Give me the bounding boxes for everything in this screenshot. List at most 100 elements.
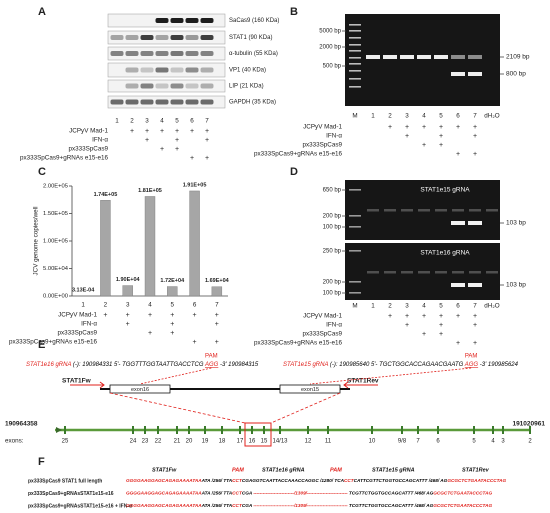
bar (167, 286, 178, 297)
ladder-label: 500 bp (323, 64, 342, 70)
ladder-band (349, 24, 361, 26)
blot-band (125, 83, 139, 89)
gel-band (366, 55, 380, 59)
blot-label: α-tubulin (55 KDa) (229, 51, 278, 57)
condition-sign: + (439, 313, 443, 320)
x-tick-label: 6 (193, 302, 197, 309)
condition-sign: + (405, 133, 409, 140)
y-tick-label: 5.00E+04 (43, 266, 69, 272)
exon-number: 2 (528, 439, 532, 445)
sequence-part: TCGTTCTGGTGCCAGCATTT /468/ AG (349, 491, 434, 496)
lane-label: 5 (175, 118, 179, 125)
band-label: 103 bp (506, 220, 526, 227)
ladder-label: 200 bp (323, 280, 342, 286)
blot-band (170, 83, 184, 89)
ladder-band (349, 50, 361, 52)
condition-sign: + (145, 128, 149, 135)
blot-band (140, 67, 154, 73)
pam-label: PAM (465, 354, 478, 360)
ladder-band (349, 86, 361, 88)
condition-label: px333SpCas9 (302, 331, 342, 338)
gel-band (468, 55, 482, 59)
ladder-band (349, 292, 361, 294)
ladder-band (349, 226, 361, 228)
ladder-band (349, 78, 361, 80)
sequence-part: ATA /256/ TTA (201, 491, 233, 496)
exon-tick (132, 426, 134, 434)
exon-number: 3 (501, 439, 505, 445)
blot-band (170, 35, 184, 40)
exon-number: 15 (261, 439, 268, 445)
sequence-part: --------------------------/1309/--------… (252, 491, 349, 496)
sequence-part: AGG (464, 362, 479, 368)
gel-band (486, 209, 498, 212)
ladder-label: 100 bp (323, 291, 342, 297)
condition-sign: + (473, 124, 477, 131)
value-label: 1.72E+04 (160, 278, 185, 284)
exon-number: 14/13 (272, 439, 288, 445)
condition-label: JCPyV Mad-1 (303, 313, 342, 320)
sequence-part: -3' 190985624 (478, 362, 519, 368)
gel-band (469, 271, 481, 274)
blot-label: VP1 (40 KDa) (229, 68, 266, 74)
sequence-part: CGA (242, 503, 253, 508)
gel-band (434, 55, 448, 59)
ladder-band (349, 281, 361, 283)
exon-number: 5 (472, 439, 476, 445)
exon-tick (529, 426, 531, 434)
condition-label: JCPyV Mad-1 (58, 312, 97, 319)
lane-label: 2 (388, 113, 392, 120)
condition-label: px333SpCas9+gRNAs e15-e16 (254, 340, 343, 347)
condition-sign: + (473, 340, 477, 347)
row-label: px333SpCas9+gRNAsSTAT1e15-e16 (28, 491, 114, 497)
sequence-part: GCGCTCTGAATACCCTAG (433, 503, 492, 508)
gel-band (486, 271, 498, 274)
condition-sign: + (148, 330, 152, 337)
sequence-part: STAT1e15 gRNA (283, 362, 328, 368)
sequence-part: STAT1e16 gRNA (26, 362, 71, 368)
y-axis-label: JCV genome copies/well (33, 207, 40, 276)
condition-sign: + (215, 312, 219, 319)
ladder-label: 250 bp (323, 249, 342, 255)
condition-sign: + (405, 313, 409, 320)
sequence-part: GCGCTCTGAATACCCTAG (433, 491, 492, 496)
sequence-part: GGGGAAGGAGCAGAGAAAATAA (126, 491, 202, 496)
primer-label: STAT1Fw (62, 378, 92, 385)
exon-box (109, 384, 171, 394)
exon-number: 9/8 (398, 439, 407, 445)
gel-title: STAT1e15 gRNA (420, 187, 470, 194)
condition-sign: + (103, 312, 107, 319)
gel-band (469, 209, 481, 212)
x-tick-label: 7 (215, 302, 219, 309)
blot (107, 30, 226, 45)
lane-label: 4 (422, 303, 426, 310)
condition-sign: + (422, 124, 426, 131)
exon-tick (401, 426, 403, 434)
condition-sign: + (170, 312, 174, 319)
coordinate: 190964358 (5, 421, 38, 428)
grna-arrow (139, 367, 212, 385)
exon-number: 24 (130, 439, 137, 445)
alignment-header: PAM (232, 467, 244, 473)
x-tick-label: 1 (81, 302, 85, 309)
lane-label: 5 (439, 113, 443, 120)
condition-sign: + (130, 128, 134, 135)
coordinate: 191020961 (512, 421, 545, 428)
sequence-part: GCGCTCTGAATACCCTAG (447, 478, 506, 483)
primer-label: STAT1Rev (347, 378, 379, 385)
condition-sign: + (439, 142, 443, 149)
ladder-band (349, 250, 361, 252)
gel-band (384, 209, 396, 212)
lane-label: 6 (456, 303, 460, 310)
sequence-part: AGG (204, 362, 219, 368)
blot-band (155, 51, 169, 56)
condition-sign: + (190, 155, 194, 162)
sequence-part: CGAGGTCAATTACCAAACCAGGC /1280/ TCA (242, 478, 345, 483)
exon-number: 19 (202, 439, 209, 445)
blot-band (140, 99, 154, 105)
gel-band (418, 271, 430, 274)
value-label: 1.91E+05 (183, 182, 207, 188)
exon-tick (437, 426, 439, 434)
gel-band (401, 209, 413, 212)
sequence-part: TCGTTCTGGTGCCAGCATTT /468/ AG (349, 503, 434, 508)
